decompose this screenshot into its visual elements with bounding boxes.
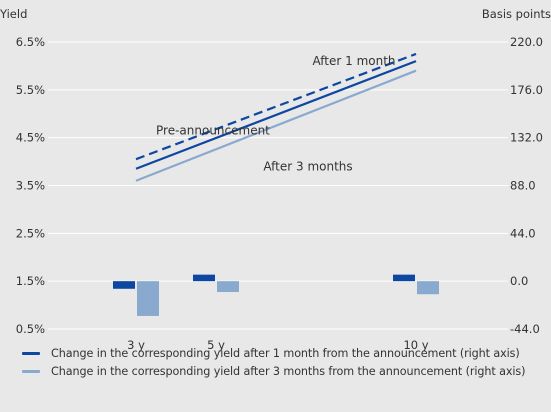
- right-tick-label: 44.0: [510, 226, 536, 240]
- right-tick-label: 132.0: [510, 131, 543, 145]
- left-tick-label: 3.5%: [16, 179, 45, 193]
- bar-1-month-1: [193, 274, 215, 282]
- bar-1-month-0: [113, 281, 135, 289]
- right-tick-label: -44.0: [510, 322, 540, 336]
- left-tick-label: 4.5%: [16, 131, 45, 145]
- right-tick-label: 88.0: [510, 179, 536, 193]
- left-axis-title: Yield: [0, 7, 27, 21]
- series-line-dashed: [135, 52, 417, 161]
- series-line-light: [135, 69, 417, 182]
- x-tick-label: 5 y: [207, 338, 225, 352]
- right-tick-label: 0.0: [510, 274, 528, 288]
- legend-label-1-month: Change in the corresponding yield after …: [51, 346, 520, 360]
- x-tick-label: 3 y: [127, 338, 145, 352]
- x-tick-label: 10 y: [403, 338, 428, 352]
- legend-swatch-3-months: [22, 369, 40, 373]
- annotation-pre-announcement: Pre-announcement: [156, 123, 270, 137]
- left-tick-label: 0.5%: [16, 322, 45, 336]
- right-tick-label: 220.0: [510, 35, 543, 49]
- legend: Change in the corresponding yield after …: [22, 344, 551, 380]
- bar-3-months-2: [417, 281, 439, 295]
- legend-swatch-1-month: [22, 351, 40, 355]
- series-line-solid: [135, 60, 417, 170]
- left-tick-label: 1.5%: [16, 274, 45, 288]
- legend-item-1-month: Change in the corresponding yield after …: [22, 344, 551, 362]
- right-tick-label: 176.0: [510, 83, 543, 97]
- legend-item-3-months: Change in the corresponding yield after …: [22, 362, 551, 380]
- legend-label-3-months: Change in the corresponding yield after …: [51, 364, 526, 378]
- left-tick-label: 6.5%: [16, 35, 45, 49]
- bar-3-months-1: [217, 281, 239, 293]
- right-axis-title: Basis points: [482, 7, 551, 21]
- annotation-after-1-month: After 1 month: [312, 54, 395, 68]
- left-tick-label: 5.5%: [16, 83, 45, 97]
- left-tick-label: 2.5%: [16, 226, 45, 240]
- annotation-after-3-months: After 3 months: [263, 159, 352, 173]
- bar-1-month-2: [393, 274, 415, 282]
- bar-3-months-0: [137, 281, 159, 316]
